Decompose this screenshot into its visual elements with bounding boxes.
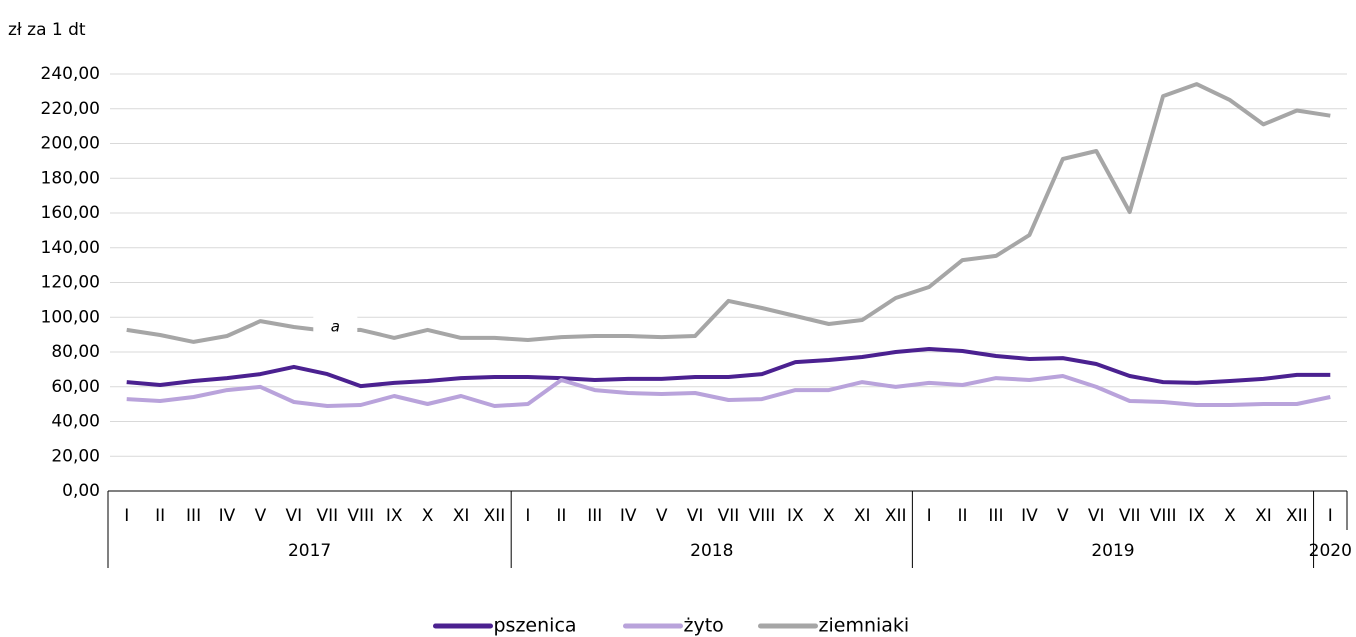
x-tick-label: V	[255, 506, 267, 526]
x-tick-label: IX	[787, 506, 804, 526]
x-tick-label: XI	[854, 506, 871, 526]
y-tick-label: 160,00	[41, 203, 100, 223]
series-line	[126, 374, 1331, 408]
legend-label: ziemniaki	[819, 615, 910, 637]
x-tick-label: I	[927, 506, 932, 526]
annotation-box	[313, 313, 358, 341]
x-group-label: 2017	[288, 541, 331, 561]
x-tick-label: IX	[1188, 506, 1205, 526]
x-group-label: 2018	[690, 541, 733, 561]
x-tick-label: VII	[316, 506, 338, 526]
x-tick-label: II	[556, 506, 566, 526]
x-tick-label: VI	[687, 506, 704, 526]
x-tick-label: VI	[286, 506, 303, 526]
annotation: a	[331, 318, 340, 336]
x-tick-label: V	[656, 506, 668, 526]
x-tick-label: VII	[1119, 506, 1141, 526]
x-tick-label: III	[587, 506, 602, 526]
series-line	[126, 347, 1331, 389]
y-tick-label: 40,00	[51, 412, 100, 432]
y-tick-label: 220,00	[41, 99, 100, 119]
x-tick-label: X	[1224, 506, 1236, 526]
x-tick-label: X	[422, 506, 434, 526]
y-tick-label: 0,00	[62, 481, 100, 501]
x-tick-label: I	[124, 506, 129, 526]
y-tick-label: 120,00	[41, 273, 100, 293]
x-group-label: 2019	[1091, 541, 1134, 561]
x-group-label: 2020	[1309, 541, 1352, 561]
legend-label: pszenica	[494, 615, 577, 637]
x-tick-label: XI	[453, 506, 470, 526]
x-tick-label: X	[823, 506, 835, 526]
x-tick-label: XII	[1286, 506, 1308, 526]
y-tick-label: 80,00	[51, 342, 100, 362]
y-tick-label: 200,00	[41, 134, 100, 154]
x-tick-label: VIII	[749, 506, 776, 526]
x-tick-label: IX	[386, 506, 403, 526]
y-tick-label: 100,00	[41, 307, 100, 327]
x-tick-label: VIII	[347, 506, 374, 526]
x-tick-label: III	[988, 506, 1003, 526]
y-tick-label: 60,00	[51, 377, 100, 397]
x-tick-label: XII	[885, 506, 907, 526]
y-tick-label: 180,00	[41, 168, 100, 188]
x-tick-label: I	[1328, 506, 1333, 526]
x-tick-label: II	[958, 506, 968, 526]
x-tick-label: IV	[219, 506, 236, 526]
x-tick-label: IV	[620, 506, 637, 526]
x-tick-label: I	[525, 506, 530, 526]
y-tick-label: 140,00	[41, 238, 100, 258]
x-tick-label: XI	[1255, 506, 1272, 526]
x-tick-label: IV	[1021, 506, 1038, 526]
legend-label: żyto	[684, 615, 724, 637]
x-tick-label: VII	[718, 506, 740, 526]
x-tick-label: XII	[484, 506, 506, 526]
x-tick-label: II	[155, 506, 165, 526]
x-tick-label: VI	[1088, 506, 1105, 526]
x-tick-label: III	[186, 506, 201, 526]
y-axis-label: zł za 1 dt	[8, 20, 86, 40]
x-tick-label: V	[1057, 506, 1069, 526]
y-tick-label: 240,00	[41, 64, 100, 84]
x-tick-label: VIII	[1150, 506, 1177, 526]
y-tick-label: 20,00	[51, 446, 100, 466]
